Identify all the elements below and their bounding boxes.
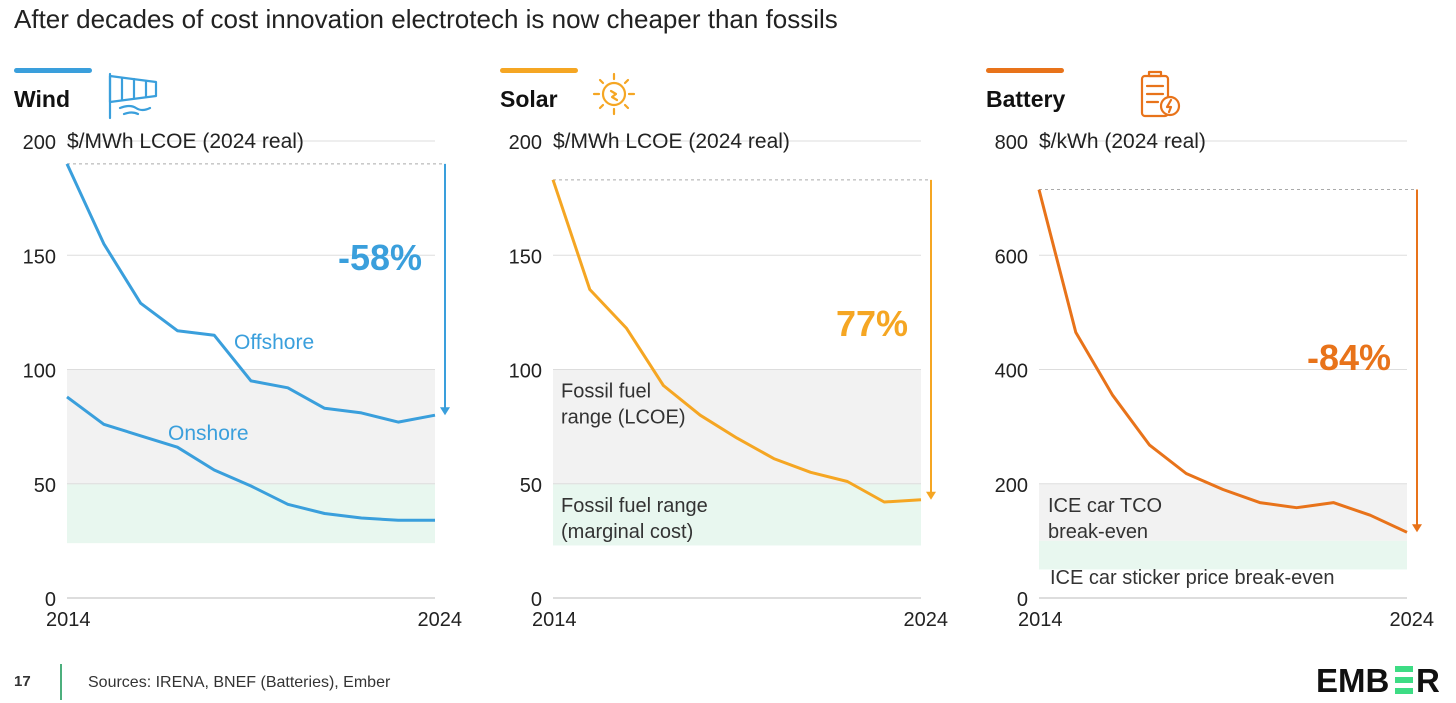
battery-panel: Battery 0 200 400 600 800 $/kWh (2024 real) 20… [986, 0, 1456, 640]
svg-text:R: R [1416, 662, 1440, 698]
band-label: Fossil fuel [561, 381, 651, 403]
y-tick-label: 150 [23, 246, 56, 268]
y-tick-label: 0 [45, 589, 56, 611]
y-tick-label: 50 [520, 475, 542, 497]
svg-text:EMB: EMB [1316, 662, 1389, 698]
page-title: After decades of cost innovation electro… [14, 4, 838, 34]
change-label: -58% [338, 237, 422, 278]
y-tick-label: 50 [34, 475, 56, 497]
y-tick-label: 200 [509, 132, 542, 154]
band-label: range (LCOE) [561, 407, 686, 429]
change-arrowhead [926, 491, 936, 500]
wind-panel-title: Wind [14, 86, 70, 112]
solar-accent-bar [500, 68, 578, 73]
y-axis-label: $/MWh LCOE (2024 real) [553, 130, 790, 153]
solar-chart: 0 50 100 150 200 $/MWh LCOE (2024 real) 2014 20… [509, 130, 949, 631]
x-tick-label: 2024 [1390, 609, 1435, 631]
x-tick-label: 2024 [904, 609, 949, 631]
wind-accent-bar [14, 68, 92, 73]
change-arrowhead [1412, 524, 1422, 533]
y-tick-label: 100 [509, 361, 542, 383]
series-label: Offshore [234, 331, 314, 354]
x-tick-label: 2024 [418, 609, 463, 631]
wind-chart: 0 50 100 150 200 $/MWh LCOE (2024 real) 2014 20… [23, 130, 463, 631]
change-label: 77% [836, 303, 908, 344]
windsock-icon [108, 72, 158, 120]
solar-panel: Solar 0 50 100 150 200 $/MWh LCOE (2024 real)… [500, 0, 970, 640]
y-tick-label: 400 [995, 361, 1028, 383]
x-tick-label: 2014 [532, 609, 577, 631]
band-label: Fossil fuel range [561, 495, 708, 517]
y-tick-label: 0 [1017, 589, 1028, 611]
x-tick-label: 2014 [46, 609, 91, 631]
band-label: ICE car sticker price break-even [1050, 567, 1335, 589]
y-tick-label: 100 [23, 361, 56, 383]
band-0 [67, 369, 435, 484]
x-tick-label: 2014 [1018, 609, 1063, 631]
y-tick-label: 200 [995, 475, 1028, 497]
y-axis-label: $/kWh (2024 real) [1039, 130, 1206, 153]
series-line-0 [65, 163, 436, 424]
solar-panel-title: Solar [500, 86, 558, 112]
sources-note: Sources: IRENA, BNEF (Batteries), Ember [88, 674, 391, 691]
wind-panel: Wind 0 50 100 150 200 $/MWh LCOE (2024 real) 2… [14, 0, 484, 640]
battery-panel-title: Battery [986, 86, 1066, 112]
band-0 [1039, 483, 1407, 541]
y-tick-label: 150 [509, 246, 542, 268]
footer-divider [60, 664, 62, 700]
battery-chart: 0 200 400 600 800 $/kWh (2024 real) 2014 2024 IC… [995, 130, 1435, 631]
ember-logo: EMB R [1316, 662, 1440, 698]
change-arrowhead [440, 407, 450, 416]
band-1 [553, 483, 921, 546]
y-tick-label: 200 [23, 132, 56, 154]
band-0 [553, 369, 921, 484]
battery-accent-bar [986, 68, 1064, 73]
logo-e-accent [1395, 666, 1413, 694]
y-tick-label: 800 [995, 132, 1028, 154]
y-tick-label: 0 [531, 589, 542, 611]
change-label: -84% [1307, 337, 1391, 378]
series-label: Onshore [168, 422, 249, 445]
band-1 [1039, 540, 1407, 570]
y-axis-label: $/MWh LCOE (2024 real) [67, 130, 304, 153]
band-label: break-even [1048, 521, 1148, 543]
battery-icon [1140, 70, 1181, 118]
band-1 [67, 483, 435, 544]
band-label: (marginal cost) [561, 521, 693, 543]
series-line-0 [551, 179, 922, 504]
series-line-1 [66, 395, 435, 522]
page-number: 17 [14, 673, 31, 690]
sun-bulb-icon [592, 72, 636, 116]
y-tick-label: 600 [995, 246, 1028, 268]
series-line-0 [1037, 189, 1408, 534]
band-label: ICE car TCO [1048, 495, 1162, 517]
